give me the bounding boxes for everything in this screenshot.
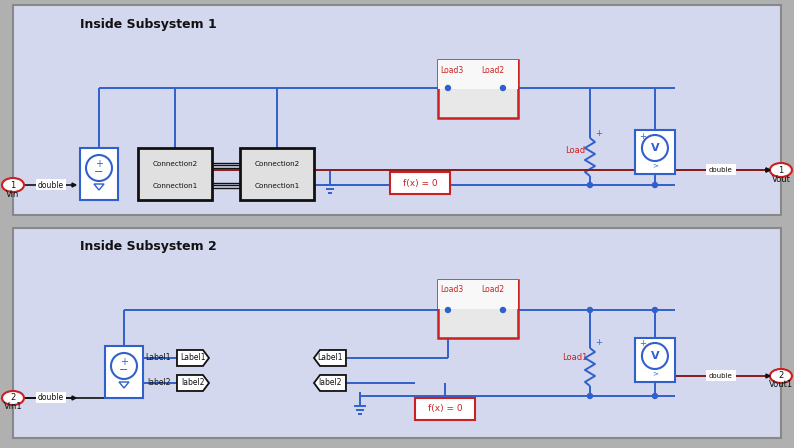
Text: 2: 2 xyxy=(778,371,784,380)
Bar xyxy=(13,5,781,215)
Bar xyxy=(635,130,675,174)
Polygon shape xyxy=(766,168,770,172)
Bar xyxy=(36,392,66,403)
Text: Label1: Label1 xyxy=(180,353,206,362)
Circle shape xyxy=(642,135,668,161)
Bar xyxy=(415,398,475,420)
Text: double: double xyxy=(38,393,64,402)
Text: Label1: Label1 xyxy=(145,353,171,362)
Text: +: + xyxy=(639,132,646,141)
Text: Load2: Load2 xyxy=(481,65,504,74)
Text: V: V xyxy=(650,143,659,153)
Circle shape xyxy=(642,343,668,369)
Polygon shape xyxy=(766,168,770,172)
Polygon shape xyxy=(177,375,209,391)
Polygon shape xyxy=(177,350,209,366)
Circle shape xyxy=(653,182,657,188)
Text: −: − xyxy=(94,167,104,177)
Text: Connection2: Connection2 xyxy=(254,161,299,167)
Text: −: − xyxy=(119,365,129,375)
Polygon shape xyxy=(72,396,76,400)
Text: f(x) = 0: f(x) = 0 xyxy=(403,178,437,188)
Circle shape xyxy=(588,307,592,313)
Polygon shape xyxy=(72,183,76,187)
Text: Inside Subsystem 1: Inside Subsystem 1 xyxy=(80,18,217,31)
Bar xyxy=(438,280,518,338)
Circle shape xyxy=(445,307,450,313)
Text: Connection1: Connection1 xyxy=(152,183,198,189)
Circle shape xyxy=(445,86,450,90)
Bar xyxy=(240,148,314,200)
Text: Vin1: Vin1 xyxy=(4,402,22,411)
Text: Vout: Vout xyxy=(772,175,790,184)
Bar xyxy=(706,164,736,175)
Text: +: + xyxy=(595,129,602,138)
Text: Vin: Vin xyxy=(6,190,20,198)
Circle shape xyxy=(653,307,657,313)
Text: 1: 1 xyxy=(778,165,784,175)
Bar xyxy=(36,179,66,190)
Circle shape xyxy=(86,155,112,181)
Bar xyxy=(390,172,450,194)
Text: Vout1: Vout1 xyxy=(769,380,793,389)
Circle shape xyxy=(653,393,657,398)
Text: Connection2: Connection2 xyxy=(152,161,198,167)
Text: Load3: Load3 xyxy=(441,285,464,294)
Text: >: > xyxy=(652,162,658,168)
Text: Label1: Label1 xyxy=(318,353,343,362)
Text: Load3: Load3 xyxy=(441,65,464,74)
Text: V: V xyxy=(650,351,659,361)
Text: label2: label2 xyxy=(148,379,171,388)
Bar xyxy=(138,148,212,200)
Circle shape xyxy=(500,307,506,313)
Text: +: + xyxy=(95,159,103,169)
Text: Load1: Load1 xyxy=(562,353,588,362)
Text: 1: 1 xyxy=(10,181,16,190)
Text: >: > xyxy=(652,370,658,376)
Ellipse shape xyxy=(770,369,792,383)
Text: double: double xyxy=(709,373,733,379)
Bar xyxy=(80,148,118,200)
Text: double: double xyxy=(709,167,733,173)
Text: 2: 2 xyxy=(10,393,16,402)
Text: Load: Load xyxy=(565,146,585,155)
Circle shape xyxy=(111,353,137,379)
Text: Inside Subsystem 2: Inside Subsystem 2 xyxy=(80,240,217,253)
Text: Load2: Load2 xyxy=(481,285,504,294)
Bar xyxy=(13,228,781,438)
Circle shape xyxy=(588,182,592,188)
Bar xyxy=(438,280,518,309)
Circle shape xyxy=(500,86,506,90)
Ellipse shape xyxy=(770,163,792,177)
Text: +: + xyxy=(639,340,646,349)
Polygon shape xyxy=(314,350,346,366)
Bar xyxy=(635,338,675,382)
Ellipse shape xyxy=(2,178,24,192)
Text: +: + xyxy=(595,339,602,348)
Text: +: + xyxy=(120,357,128,367)
Polygon shape xyxy=(766,374,770,378)
Ellipse shape xyxy=(2,391,24,405)
Bar xyxy=(105,346,143,398)
Text: label2: label2 xyxy=(318,379,341,388)
Text: label2: label2 xyxy=(181,379,205,388)
Text: double: double xyxy=(38,181,64,190)
Text: Connection1: Connection1 xyxy=(254,183,299,189)
Bar xyxy=(438,60,518,89)
Bar xyxy=(438,60,518,118)
Polygon shape xyxy=(314,375,346,391)
Bar xyxy=(706,370,736,381)
Text: f(x) = 0: f(x) = 0 xyxy=(428,405,462,414)
Circle shape xyxy=(588,393,592,398)
